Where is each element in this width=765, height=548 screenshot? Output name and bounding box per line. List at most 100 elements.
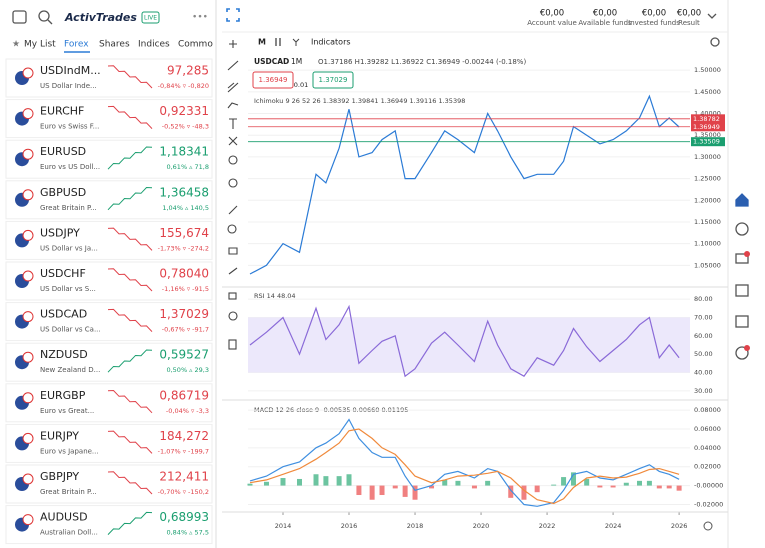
- description: New Zealand D...: [40, 366, 100, 374]
- watchlist-row[interactable]: GBPUSD Great Britain P... 1,36458 1,04% ▵ 1…: [5, 180, 213, 220]
- watchlist-row[interactable]: USDJPY US Dollar vs Ja... 155,674 -1,73% ▿ …: [5, 220, 213, 260]
- star-icon: ★: [12, 40, 20, 50]
- change: -1,16% ▿ -91,5: [162, 285, 209, 293]
- macd-histogram-bar: [323, 476, 329, 486]
- price: 0,86719: [159, 388, 209, 402]
- account-label: Invested funds: [628, 19, 680, 27]
- live-badge: [141, 11, 160, 24]
- fib-tool[interactable]: [228, 136, 238, 146]
- timeframe[interactable]: M: [258, 38, 266, 47]
- pattern-tool[interactable]: [227, 102, 239, 109]
- live-label: LIVE: [144, 15, 157, 22]
- watchlist-row[interactable]: USDCAD US Dollar vs Ca... 1,37029 -0,67% ▿ …: [5, 302, 213, 342]
- lock-tool[interactable]: [228, 292, 237, 300]
- flag: [22, 270, 34, 282]
- draw-tool[interactable]: [228, 267, 238, 275]
- settings-icon[interactable]: [710, 37, 720, 47]
- buy-box[interactable]: [312, 71, 354, 89]
- tab[interactable]: My List: [24, 40, 56, 50]
- description: Euro vs US Doll...: [40, 163, 100, 171]
- price: 0,68993: [159, 510, 209, 524]
- macd-histogram-bar: [369, 485, 375, 500]
- flag: [22, 189, 34, 201]
- rsi-band: [248, 317, 690, 373]
- text-tool[interactable]: [229, 118, 237, 129]
- tab[interactable]: Commo: [178, 40, 213, 50]
- chart-interval: 1M: [291, 57, 302, 66]
- change: -0,67% ▿ -91,7: [162, 326, 209, 334]
- macd-histogram-bar: [356, 485, 362, 496]
- watchlist-row[interactable]: NZDUSD New Zealand D... 0,59527 0,50% ▵ 29,…: [5, 342, 213, 382]
- macd-histogram-bar: [442, 479, 448, 486]
- watchlist-row[interactable]: AUDUSD Australian Doll... 0,68993 0,84% ▵ 5…: [5, 505, 213, 545]
- row-background: [5, 180, 213, 220]
- tab[interactable]: Forex: [64, 40, 89, 50]
- search-icon[interactable]: [38, 10, 50, 22]
- news-icon[interactable]: [735, 284, 749, 297]
- chart-type-icon[interactable]: [275, 38, 281, 46]
- indicators-icon: [292, 38, 300, 46]
- x-tick-label: 2020: [473, 522, 490, 530]
- macd-histogram-bar: [455, 480, 461, 486]
- layout-icon[interactable]: [12, 10, 27, 24]
- flag: [22, 311, 34, 323]
- delete-tool[interactable]: [228, 339, 237, 350]
- y-tick-label: 1.45000: [694, 88, 721, 96]
- watchlist-row[interactable]: USDIndM... US Dollar Inde... 97,285 -0,84% …: [5, 58, 213, 98]
- fullscreen-icon[interactable]: [226, 8, 240, 22]
- row-background: [5, 383, 213, 423]
- symbol: EURJPY: [40, 429, 79, 442]
- watchlist-row[interactable]: EURUSD Euro vs US Doll... 1,18341 0,61% ▵ 7…: [5, 139, 213, 179]
- expand-icon[interactable]: [707, 13, 717, 19]
- calendar-icon[interactable]: [735, 315, 749, 328]
- projection-tool[interactable]: [228, 155, 238, 165]
- indicators-button[interactable]: Indicators: [311, 38, 351, 47]
- price: 97,285: [167, 64, 209, 78]
- watchlist-row[interactable]: EURJPY Euro vs Japane... 184,272 -1,07% ▿ -…: [5, 423, 213, 463]
- tab[interactable]: Shares: [99, 40, 130, 50]
- watchlist-row[interactable]: GBPJPY Great Britain P... 212,411 -0,70% ▿ …: [5, 464, 213, 504]
- macd-histogram-bar: [666, 485, 672, 489]
- sparkline: [107, 471, 153, 495]
- price-level-label: 1.36949: [693, 123, 720, 131]
- macd-histogram-bar: [485, 480, 491, 486]
- price: 184,272: [159, 429, 209, 443]
- account-label: Available funds: [578, 19, 632, 27]
- y-tick-label: 1.10000: [694, 240, 721, 248]
- home-icon[interactable]: [735, 193, 749, 207]
- crosshair-tool[interactable]: [229, 40, 237, 48]
- account-icon[interactable]: [735, 346, 749, 360]
- watchlist-row[interactable]: USDCHF US Dollar vs S... 0,78040 -1,16% ▿ -…: [5, 261, 213, 301]
- channel-tool[interactable]: [227, 82, 239, 93]
- portfolio-icon[interactable]: [735, 222, 749, 236]
- emoji-tool[interactable]: [228, 178, 238, 188]
- description: US Dollar Inde...: [40, 82, 97, 90]
- magnet-tool[interactable]: [228, 247, 238, 255]
- price-level-tag: [691, 114, 725, 124]
- orders-icon[interactable]: [735, 253, 749, 264]
- zoom-tool[interactable]: [227, 224, 237, 234]
- y-tick-label: 1.30000: [694, 153, 721, 161]
- description: US Dollar vs Ja...: [40, 244, 98, 252]
- price-level-label: 1.38782: [693, 115, 720, 123]
- flag: [22, 108, 34, 120]
- ruler-tool[interactable]: [228, 205, 238, 215]
- visibility-tool[interactable]: [228, 311, 238, 321]
- axis-settings-icon[interactable]: [703, 521, 713, 531]
- row-background: [5, 302, 213, 342]
- price: 0,92331: [159, 104, 209, 118]
- more-icon[interactable]: •••: [192, 13, 208, 23]
- macd-histogram-bar: [247, 483, 253, 486]
- price: 0,59527: [159, 348, 209, 362]
- macd-histogram-bar: [508, 485, 514, 498]
- watchlist-row[interactable]: EURCHF Euro vs Swiss F... 0,92331 -0,52% ▿ …: [5, 99, 213, 139]
- symbol: EURUSD: [40, 145, 86, 158]
- sparkline: [107, 511, 153, 535]
- line-tool[interactable]: [227, 60, 239, 71]
- watchlist-row[interactable]: EURGBP Euro vs Great... 0,86719 -0,04% ▿ -3…: [5, 383, 213, 423]
- tab[interactable]: Indices: [138, 40, 170, 50]
- macd-histogram-bar: [429, 485, 435, 489]
- sell-box[interactable]: [252, 71, 294, 89]
